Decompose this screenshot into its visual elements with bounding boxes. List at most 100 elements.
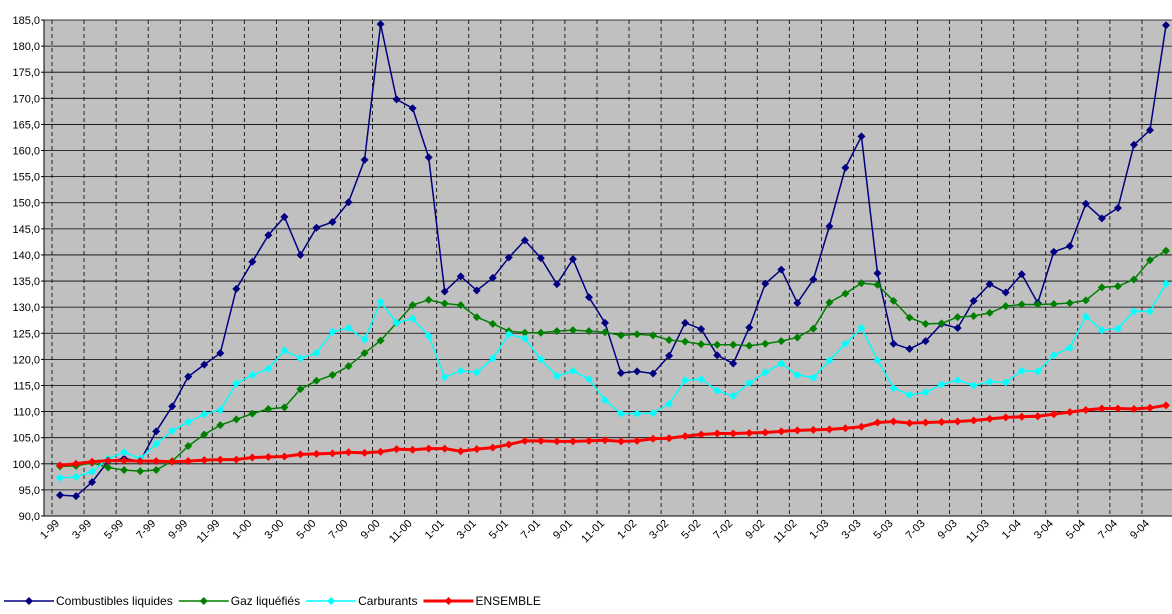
- y-tick-label: 180,0: [12, 41, 40, 53]
- point: [969, 416, 978, 425]
- legend-marker: [444, 597, 453, 605]
- x-tick-label: 9-01: [551, 518, 575, 542]
- point: [1017, 300, 1026, 309]
- x-tick-label: 11-03: [964, 518, 992, 546]
- point: [104, 456, 113, 465]
- point: [392, 318, 401, 327]
- point: [168, 402, 177, 411]
- point: [600, 328, 609, 337]
- legend: Combustibles liquides Gaz liquéfiés Carbur…: [4, 594, 541, 608]
- point: [857, 132, 866, 141]
- x-tick-label: 11-99: [195, 518, 223, 546]
- point: [1081, 296, 1090, 305]
- point: [921, 388, 930, 397]
- point: [905, 313, 914, 322]
- point: [665, 434, 674, 443]
- point: [825, 425, 834, 434]
- point: [1145, 256, 1154, 265]
- point: [360, 448, 369, 457]
- point: [360, 335, 369, 344]
- plot-area: [44, 20, 1172, 516]
- point: [200, 360, 209, 369]
- x-tick-label: 9-02: [743, 518, 767, 542]
- x-tick-label: 1-03: [807, 518, 831, 542]
- point: [937, 319, 946, 328]
- point: [633, 330, 642, 339]
- legend-marker: [327, 597, 336, 605]
- point: [600, 318, 609, 327]
- point: [889, 384, 898, 393]
- point: [232, 455, 241, 464]
- point: [408, 301, 417, 310]
- point: [1162, 279, 1170, 288]
- point: [745, 378, 754, 387]
- point: [184, 372, 193, 381]
- point: [905, 390, 914, 399]
- point: [777, 337, 786, 346]
- point: [1097, 214, 1106, 223]
- point: [841, 424, 850, 433]
- point: [552, 280, 561, 289]
- point: [264, 364, 273, 373]
- point: [1001, 288, 1010, 297]
- point: [1049, 410, 1058, 419]
- point: [184, 418, 193, 427]
- legend-label: ENSEMBLE: [475, 594, 540, 608]
- point: [472, 286, 481, 295]
- point: [985, 308, 994, 317]
- point: [681, 432, 690, 441]
- point: [825, 222, 834, 231]
- point: [777, 427, 786, 436]
- y-tick-label: 95,0: [19, 485, 40, 497]
- x-tick-label: 1-99: [38, 518, 62, 542]
- y-tick-label: 140,0: [12, 250, 40, 262]
- point: [200, 410, 209, 419]
- point: [1065, 298, 1074, 307]
- point: [312, 449, 321, 458]
- point: [889, 339, 898, 348]
- point: [456, 272, 465, 281]
- y-tick-label: 105,0: [12, 433, 40, 445]
- x-tick-label: 9-04: [1128, 518, 1152, 542]
- point: [921, 418, 930, 427]
- point: [937, 380, 946, 389]
- point: [649, 369, 658, 378]
- point: [376, 297, 385, 306]
- point: [536, 328, 545, 337]
- point: [681, 337, 690, 346]
- point: [761, 428, 770, 437]
- x-tick-label: 7-00: [327, 518, 351, 542]
- point: [713, 351, 722, 360]
- point: [296, 450, 305, 459]
- x-tick-label: 7-99: [134, 518, 158, 542]
- point: [200, 430, 209, 439]
- point: [152, 427, 161, 436]
- point: [424, 444, 433, 453]
- point: [456, 447, 465, 456]
- point: [424, 295, 433, 304]
- point: [536, 436, 545, 445]
- point: [841, 163, 850, 172]
- point: [985, 414, 994, 423]
- point: [168, 457, 177, 466]
- point: [248, 453, 257, 462]
- point: [745, 428, 754, 437]
- point: [440, 444, 449, 453]
- x-tick-label: 1-01: [423, 518, 447, 542]
- x-tick-label: 3-00: [262, 518, 286, 542]
- point: [472, 313, 481, 322]
- point: [216, 406, 225, 415]
- y-tick-label: 120,0: [12, 354, 40, 366]
- legend-marker: [199, 597, 208, 605]
- point: [649, 331, 658, 340]
- point: [1129, 307, 1138, 316]
- series-line: [59, 250, 1167, 472]
- point: [168, 426, 177, 435]
- point: [568, 255, 577, 264]
- point: [857, 279, 866, 288]
- point: [1049, 247, 1058, 256]
- point: [777, 359, 786, 368]
- point: [681, 318, 690, 327]
- x-tick-label: 7-01: [519, 518, 543, 542]
